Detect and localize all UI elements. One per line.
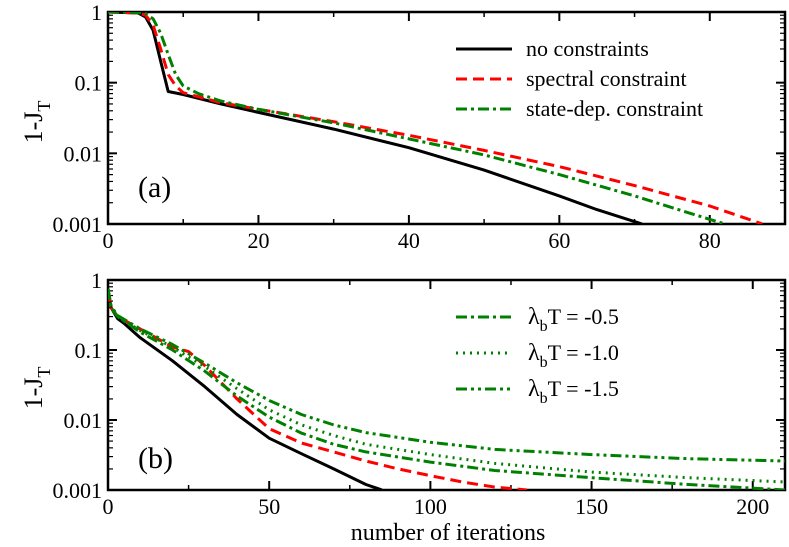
series-line--bt-0-5	[108, 288, 785, 490]
legend-label: no constraints	[526, 36, 649, 61]
y-tick-label: 0.001	[53, 212, 103, 237]
panel-a-frame	[106, 10, 787, 226]
y-tick-label: 1	[91, 268, 102, 293]
y-tick-label: 0.01	[64, 141, 103, 166]
legend-label: λbT = -1.5	[528, 376, 619, 407]
panel-a: 0 20 40 60 80 1 0.1 0.01 0.001 (a) 1-JT no const…	[19, 0, 787, 253]
panel-b-axes: 0 50 100 150 200 1 0.1 0.01 0.001	[53, 268, 785, 519]
x-tick-label: 50	[258, 494, 280, 519]
panel-b-series	[108, 288, 785, 490]
panel-b-frame	[106, 278, 787, 492]
panel-b: 0 50 100 150 200 1 0.1 0.01 0.001 (b) 1-JT λbT =…	[19, 268, 787, 546]
y-tick-label: 0.001	[53, 478, 103, 503]
x-tick-label: 60	[548, 228, 570, 253]
panel-a-ylabel: 1-JT	[19, 101, 54, 144]
x-tick-label: 0	[103, 494, 114, 519]
legend-label: λbT = -0.5	[528, 304, 619, 335]
x-tick-label: 200	[736, 494, 769, 519]
panel-a-series	[108, 12, 763, 224]
legend-label: spectral constraint	[526, 66, 687, 91]
panel-a-legend: no constraints spectral constraint state-d…	[456, 36, 703, 121]
series-line-state-dep-constraint	[108, 12, 726, 224]
x-tick-label: 0	[103, 228, 114, 253]
panel-a-label: (a)	[138, 171, 171, 204]
x-tick-label: 40	[398, 228, 420, 253]
x-tick-label: 20	[247, 228, 269, 253]
x-axis-label: number of iterations	[351, 520, 546, 546]
series-line--bt-1-0	[108, 288, 785, 484]
x-tick-label: 150	[575, 494, 608, 519]
x-tick-label: 100	[414, 494, 447, 519]
series-line--bt-1-5	[108, 288, 785, 463]
series-line-no-constraints	[108, 12, 643, 224]
panel-b-ylabel: 1-JT	[19, 367, 54, 410]
panel-b-legend: λbT = -0.5 λbT = -1.0 λbT = -1.5	[456, 304, 619, 407]
series-line-no-constraints	[108, 290, 383, 490]
series-line-spectral-constraint	[108, 290, 528, 490]
legend-label: state-dep. constraint	[526, 96, 703, 121]
y-tick-label: 1	[91, 0, 102, 25]
y-tick-label: 0.1	[75, 71, 103, 96]
series-line-spectral-constraint	[108, 12, 763, 224]
panel-a-axes: 0 20 40 60 80 1 0.1 0.01 0.001	[53, 0, 785, 253]
y-tick-label: 0.1	[75, 338, 103, 363]
legend-label: λbT = -1.0	[528, 340, 619, 371]
panel-b-label: (b)	[138, 442, 173, 475]
y-tick-label: 0.01	[64, 408, 103, 433]
x-tick-label: 80	[699, 228, 721, 253]
